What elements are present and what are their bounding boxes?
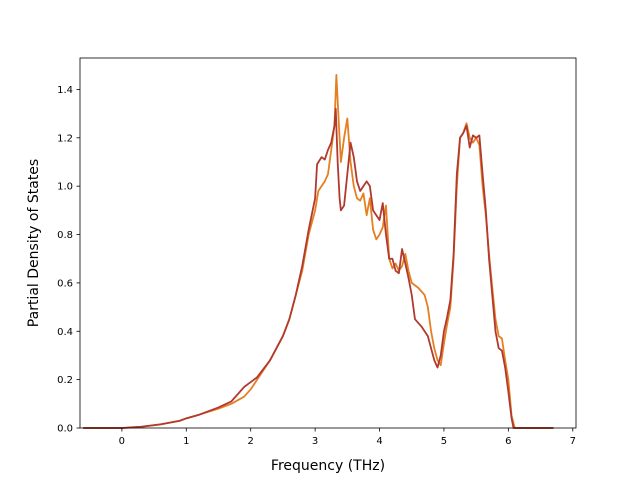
y-axis-ticks: 0.0 0.2 0.4 0.6 0.8 1.0 1.2 1.4 [57,85,80,435]
y-tick-label: 0.0 [57,424,73,435]
y-tick-label: 1.2 [57,133,73,144]
x-axis-ticks: 0 1 2 3 4 5 6 7 [119,428,576,447]
x-tick-label: 0 [119,436,125,447]
x-tick-label: 5 [441,436,447,447]
x-axis-label: Frequency (THz) [271,458,385,474]
y-tick-label: 0.2 [57,375,73,386]
y-axis-label: Partial Density of States [26,159,42,327]
x-tick-label: 1 [183,436,189,447]
x-tick-label: 4 [376,436,382,447]
y-tick-label: 0.4 [57,327,73,338]
x-tick-label: 6 [505,436,511,447]
y-tick-label: 1.0 [57,182,73,193]
plot-frame [79,57,577,429]
x-tick-label: 3 [312,436,318,447]
x-tick-label: 2 [248,436,254,447]
series-layer [83,74,554,429]
series-line-2 [83,107,554,429]
y-tick-label: 0.6 [57,278,73,289]
x-tick-label: 7 [570,436,576,447]
y-tick-label: 1.4 [57,85,73,96]
y-tick-label: 0.8 [57,230,73,241]
